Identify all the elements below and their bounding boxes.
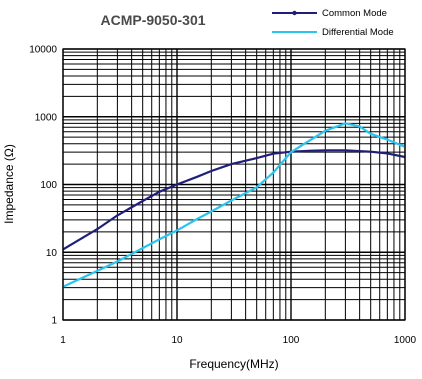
chart-title: ACMP-9050-301 [100, 12, 205, 28]
y-tick-label: 10 [46, 248, 58, 259]
x-tick-label: 1000 [394, 335, 417, 346]
legend-marker-common-mode [292, 10, 297, 16]
x-tick-label: 10 [171, 335, 183, 346]
x-tick-label: 1 [60, 335, 66, 346]
tick-labels: 1 10 100 1000 1 10 100 1000 10000 [29, 45, 416, 347]
y-tick-label: 1000 [35, 112, 58, 123]
y-axis-label: Impedance (Ω) [2, 144, 16, 224]
legend: Common Mode Differential Mode [272, 8, 394, 38]
legend-label-differential-mode: Differential Mode [322, 27, 394, 38]
series-line-common-mode [62, 149, 406, 251]
series-lines [62, 122, 406, 288]
legend-label-common-mode: Common Mode [322, 8, 387, 19]
y-tick-label: 1 [51, 316, 57, 327]
y-tick-label: 10000 [29, 45, 57, 56]
x-axis-label: Frequency(MHz) [189, 357, 278, 371]
grid [62, 48, 406, 321]
legend-item-common-mode: Common Mode [272, 8, 387, 19]
legend-item-differential-mode: Differential Mode [272, 27, 394, 38]
y-tick-label: 100 [40, 180, 57, 191]
x-tick-label: 100 [283, 335, 300, 346]
series-line-differential-mode [62, 122, 406, 288]
plot-frame [62, 48, 406, 321]
